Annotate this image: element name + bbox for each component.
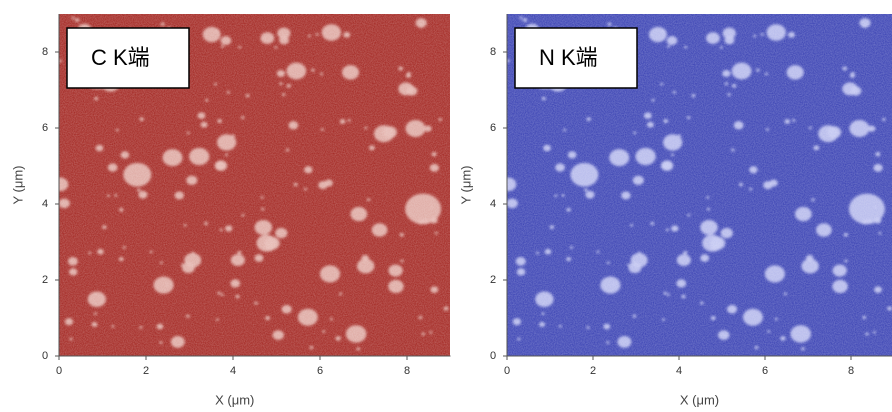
x-tick-label: 2: [143, 365, 149, 377]
y-tick-label: 8: [42, 46, 48, 58]
panel-title: N K端: [539, 45, 598, 70]
y-tick-label: 4: [490, 198, 496, 210]
x-tick-label: 6: [762, 365, 768, 377]
x-tick-label: 4: [676, 365, 682, 377]
y-axis-label: Y (μm): [458, 165, 473, 204]
y-tick-label: 6: [42, 122, 48, 134]
x-tick-label: 8: [848, 365, 854, 377]
y-tick-label: 2: [490, 274, 496, 286]
y-tick-label: 2: [42, 274, 48, 286]
panel-title: C K端: [91, 45, 150, 70]
y-axis-label: Y (μm): [10, 165, 25, 204]
x-tick-label: 0: [56, 365, 62, 377]
x-tick-label: 6: [317, 365, 323, 377]
y-tick-label: 0: [490, 350, 496, 362]
y-tick-label: 4: [42, 198, 48, 210]
x-tick-label: 4: [230, 365, 236, 377]
y-tick-label: 8: [490, 46, 496, 58]
x-axis-label: X (μm): [680, 392, 719, 407]
x-tick-label: 8: [404, 365, 410, 377]
x-tick-label: 0: [504, 365, 510, 377]
y-tick-label: 6: [490, 122, 496, 134]
x-tick-label: 2: [590, 365, 596, 377]
y-tick-label: 0: [42, 350, 48, 362]
x-axis-label: X (μm): [215, 392, 254, 407]
figure: 0 2 4 6 8 0 2 4 6 8 X (μm) Y (μm) C K端 0 2 4 6 8 0 2 4 6 8 X (μ…: [0, 0, 892, 412]
